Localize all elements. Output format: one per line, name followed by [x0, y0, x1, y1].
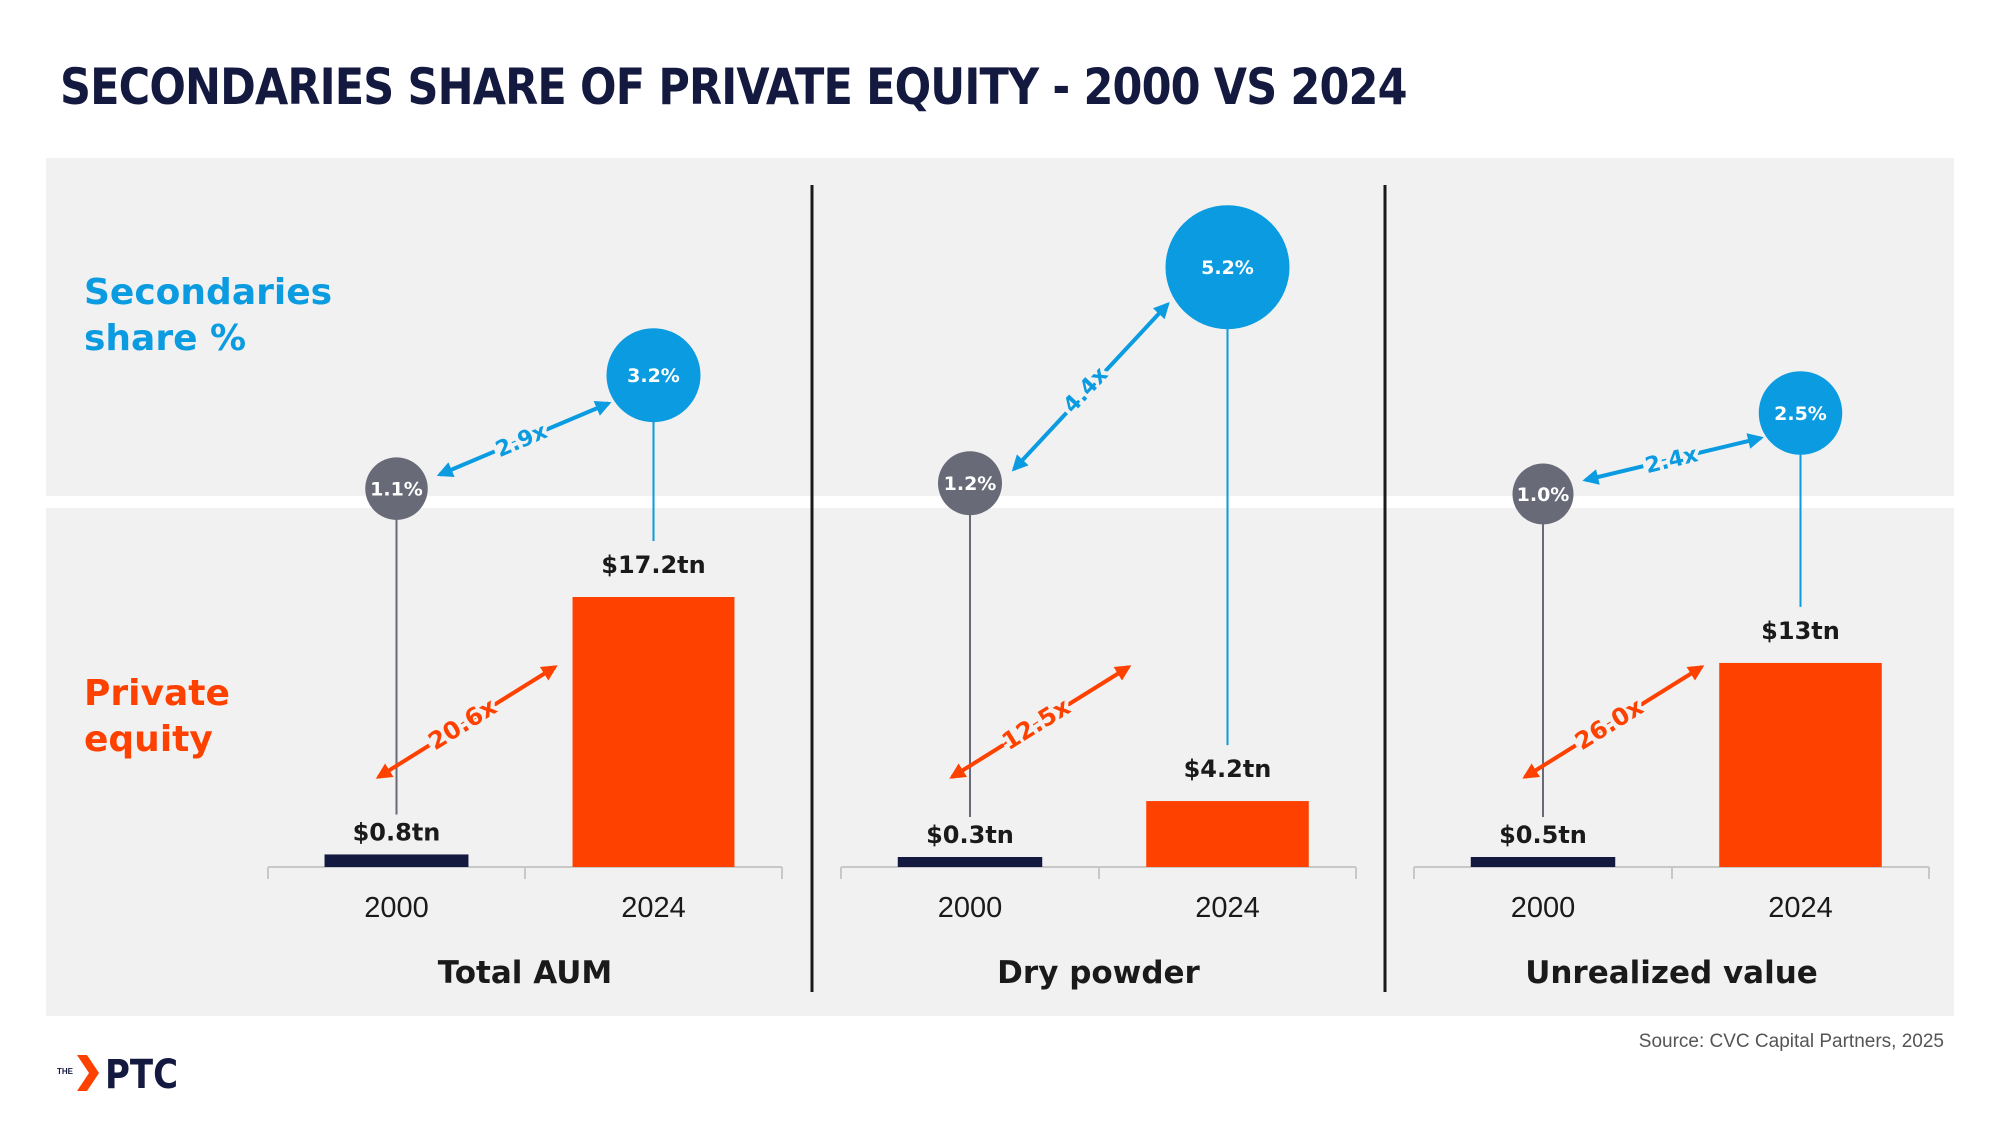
logo-name: PTC — [105, 1052, 179, 1098]
row-label-pe-line1: Private — [84, 673, 230, 714]
pe-growth-arrow — [949, 665, 1132, 779]
bar-2000 — [324, 854, 469, 867]
category-label-2024: 2024 — [621, 892, 686, 924]
secondaries-growth-arrow — [1582, 433, 1764, 485]
source-note: Source: CVC Capital Partners, 2025 — [1638, 1031, 1944, 1052]
pe-growth-arrow — [1522, 665, 1705, 779]
bar-2024 — [572, 597, 735, 867]
row-label-secondaries-line2: share % — [84, 318, 246, 359]
share-label-2000: 1.1% — [370, 479, 423, 501]
secondaries-growth-arrow — [1011, 302, 1170, 472]
category-label-2000: 2000 — [938, 892, 1003, 924]
value-label-2024: $17.2tn — [601, 551, 705, 579]
share-circle-2000 — [365, 457, 428, 520]
share-label-2000: 1.2% — [944, 473, 997, 495]
bar-2000 — [897, 857, 1043, 867]
bar-2000 — [1470, 857, 1616, 867]
share-circle-2024 — [606, 328, 701, 423]
share-circle-2000 — [1512, 463, 1574, 525]
panel-title: Total AUM — [438, 955, 613, 991]
panel-title: Unrealized value — [1525, 955, 1818, 991]
row-label-secondaries-line1: Secondaries — [84, 272, 332, 313]
value-label-2000: $0.3tn — [926, 821, 1014, 849]
row-label-private-equity: Private equity — [84, 673, 242, 760]
chevron-icon — [77, 1055, 99, 1091]
share-circle-2000 — [938, 451, 1002, 516]
category-label-2000: 2000 — [1511, 892, 1576, 924]
share-circle-2024 — [1758, 371, 1843, 455]
category-label-2024: 2024 — [1195, 892, 1260, 924]
share-label-2024: 3.2% — [627, 365, 680, 387]
secondaries-band — [46, 158, 1954, 496]
page-title: SECONDARIES SHARE OF PRIVATE EQUITY - 20… — [60, 58, 1408, 116]
value-label-2000: $0.5tn — [1499, 821, 1587, 849]
panel-title: Dry powder — [997, 955, 1200, 991]
private-equity-band — [46, 508, 1954, 1016]
share-label-2000: 1.0% — [1517, 484, 1570, 506]
logo-prefix: THE — [57, 1067, 73, 1076]
value-label-2024: $13tn — [1761, 617, 1840, 645]
row-label-pe-line2: equity — [84, 719, 213, 760]
value-label-2000: $0.8tn — [353, 818, 441, 846]
share-circle-2024 — [1165, 205, 1290, 330]
bar-2024 — [1146, 801, 1309, 867]
share-label-2024: 5.2% — [1201, 257, 1254, 279]
bar-2024 — [1719, 662, 1882, 867]
value-label-2024: $4.2tn — [1184, 755, 1272, 783]
category-label-2024: 2024 — [1768, 892, 1833, 924]
category-label-2000: 2000 — [364, 892, 429, 924]
pe-growth-arrow — [375, 665, 558, 779]
row-label-secondaries: Secondaries share % — [84, 272, 345, 359]
secondaries-growth-arrow — [436, 401, 612, 477]
share-label-2024: 2.5% — [1774, 403, 1827, 425]
